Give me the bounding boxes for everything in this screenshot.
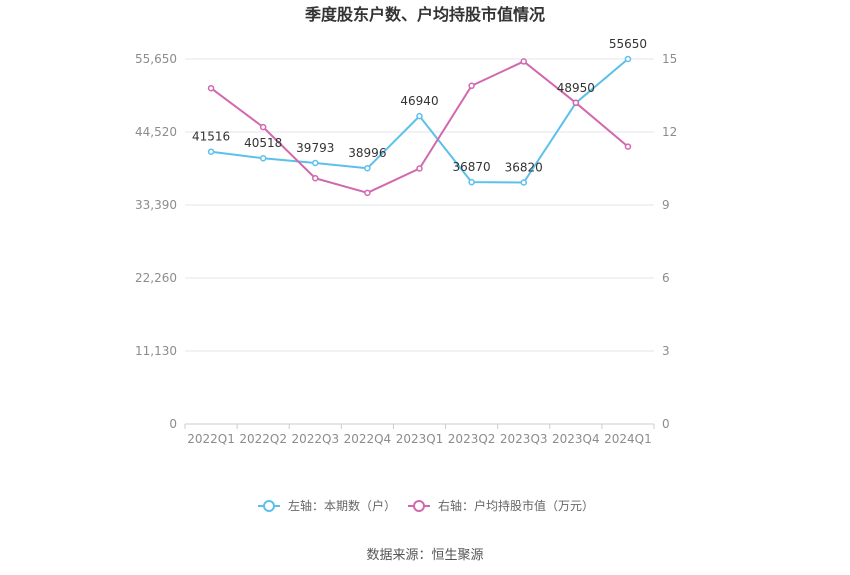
x-tick-label: 2022Q4 [344,432,392,446]
data-label: 48950 [557,81,595,95]
y-right-tick-label: 6 [662,271,670,285]
data-labels: 41516 40518 39793 38996 46940 36870 36820 48950… [192,37,647,175]
data-point[interactable] [416,112,423,120]
legend[interactable]: 左轴：本期数（户） 右轴：户均持股市值（万元） [258,498,594,513]
y-right-tick-label: 15 [662,52,677,66]
legend-marker-icon [413,500,425,512]
y-right-tick-label: 9 [662,198,670,212]
data-point[interactable] [624,143,632,150]
data-point[interactable] [364,164,371,172]
data-point[interactable] [416,165,423,172]
y-left-tick-label: 44,520 [135,125,177,139]
data-label: 41516 [192,130,230,144]
data-label: 38996 [348,146,386,160]
data-point[interactable] [624,55,632,63]
data-point[interactable] [520,58,527,65]
x-tick-label: 2023Q2 [448,432,496,446]
x-tick-label: 2024Q1 [604,432,652,446]
x-tick-label: 2023Q4 [552,432,600,446]
chart-title: 季度股东户数、户均持股市值情况 [304,5,545,24]
x-tick-label: 2022Q3 [291,432,339,446]
data-point[interactable] [259,123,267,131]
data-source: 数据来源：恒生聚源 [366,548,483,563]
data-point[interactable] [520,179,527,186]
y-left-tick-label: 11,130 [135,344,177,358]
data-point[interactable] [468,178,475,186]
y-right-tick-label: 3 [662,344,670,358]
data-point[interactable] [312,174,319,182]
data-point[interactable] [312,159,319,167]
data-point[interactable] [364,189,371,197]
data-point[interactable] [572,99,580,107]
y-left-axis: 0 11,130 22,260 33,390 44,520 55,650 [135,52,177,431]
x-axis: 2022Q1 2022Q2 2022Q3 2022Q4 2023Q1 2023Q2 2023… [187,432,652,446]
data-point[interactable] [259,154,267,162]
data-label: 40518 [244,136,282,150]
legend-label: 左轴：本期数（户） [288,498,396,513]
data-point[interactable] [207,84,215,92]
data-label: 36820 [505,161,543,175]
x-tick-label: 2022Q1 [187,432,235,446]
y-right-tick-label: 0 [662,417,670,431]
x-tick-label: 2023Q3 [500,432,548,446]
y-left-tick-label: 33,390 [135,198,177,212]
data-label: 39793 [296,141,334,155]
y-left-tick-label: 22,260 [135,271,177,285]
series-line-1 [210,58,629,184]
data-label: 46940 [400,94,438,108]
legend-item-2[interactable]: 右轴：户均持股市值（万元） [408,498,594,513]
legend-item-1[interactable]: 左轴：本期数（户） [258,498,396,513]
data-point[interactable] [207,148,215,155]
y-right-axis: 0 3 6 9 12 15 [662,52,677,431]
grid [184,58,655,429]
series-layer [207,55,632,197]
y-left-tick-label: 0 [169,417,177,431]
legend-label: 右轴：户均持股市值（万元） [438,498,594,513]
x-tick-label: 2023Q1 [396,432,444,446]
legend-marker-icon [263,500,275,512]
data-point[interactable] [468,82,475,90]
y-left-tick-label: 55,650 [135,52,177,66]
data-label: 36870 [453,160,491,174]
x-tick-label: 2022Q2 [239,432,287,446]
data-label: 55650 [609,37,647,51]
y-right-tick-label: 12 [662,125,677,139]
